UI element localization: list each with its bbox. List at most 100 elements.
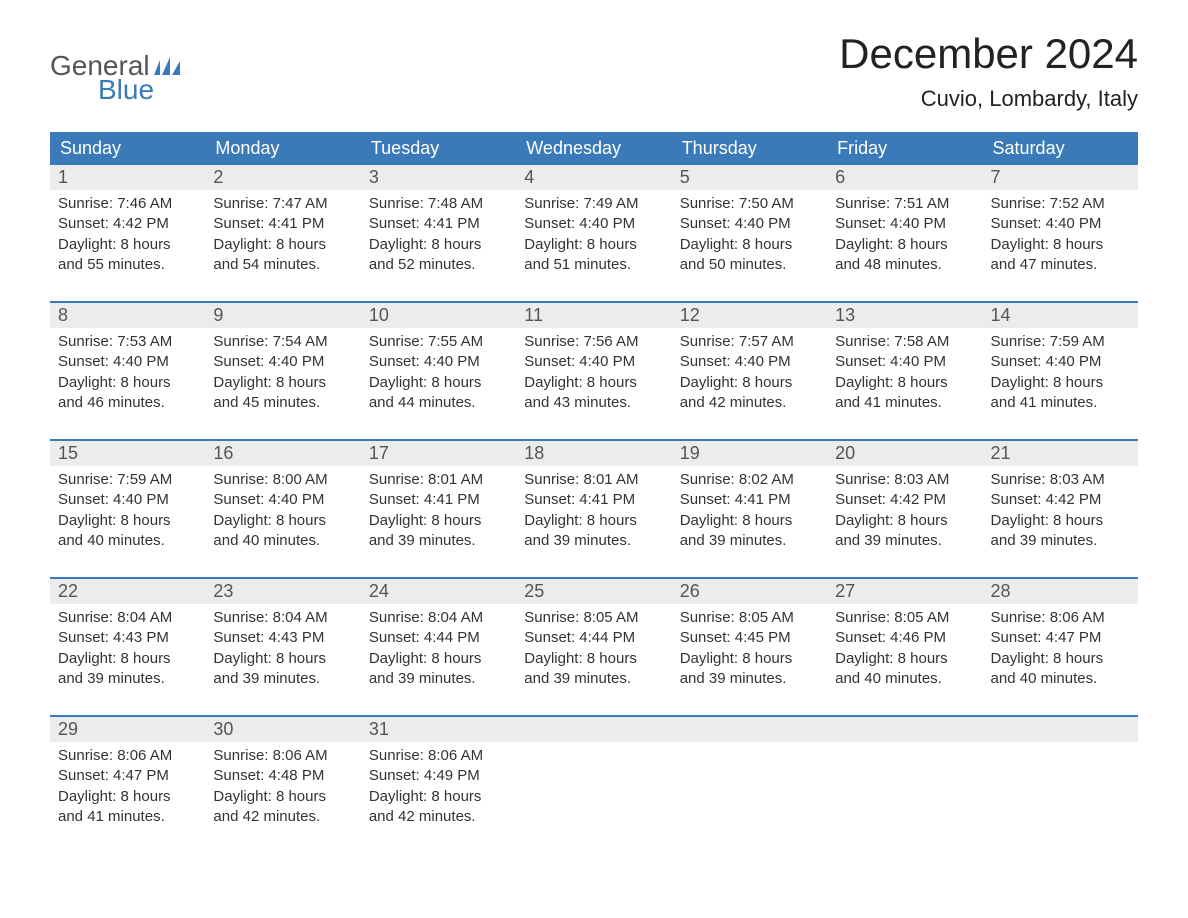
day-cell: 11Sunrise: 7:56 AMSunset: 4:40 PMDayligh…	[516, 303, 671, 423]
day-cell: 21Sunrise: 8:03 AMSunset: 4:42 PMDayligh…	[983, 441, 1138, 561]
day-number: 8	[50, 303, 205, 328]
week-row: 8Sunrise: 7:53 AMSunset: 4:40 PMDaylight…	[50, 301, 1138, 423]
day-cell: 6Sunrise: 7:51 AMSunset: 4:40 PMDaylight…	[827, 165, 982, 285]
daylight-line: Daylight: 8 hours and 44 minutes.	[369, 373, 508, 414]
day-header: Sunday	[50, 132, 205, 165]
sunrise-line: Sunrise: 7:52 AM	[991, 194, 1130, 214]
day-content: Sunrise: 7:57 AMSunset: 4:40 PMDaylight:…	[672, 328, 827, 423]
day-content: Sunrise: 7:54 AMSunset: 4:40 PMDaylight:…	[205, 328, 360, 423]
sunset-line: Sunset: 4:40 PM	[991, 352, 1130, 372]
day-number: 24	[361, 579, 516, 604]
sunset-line: Sunset: 4:40 PM	[58, 352, 197, 372]
day-content: Sunrise: 7:56 AMSunset: 4:40 PMDaylight:…	[516, 328, 671, 423]
sunrise-line: Sunrise: 7:49 AM	[524, 194, 663, 214]
day-number-empty	[827, 717, 982, 742]
day-cell: 22Sunrise: 8:04 AMSunset: 4:43 PMDayligh…	[50, 579, 205, 699]
day-content: Sunrise: 7:59 AMSunset: 4:40 PMDaylight:…	[50, 466, 205, 561]
day-content: Sunrise: 8:05 AMSunset: 4:46 PMDaylight:…	[827, 604, 982, 699]
day-number: 3	[361, 165, 516, 190]
daylight-line: Daylight: 8 hours and 39 minutes.	[991, 511, 1130, 552]
day-cell	[983, 717, 1138, 837]
location: Cuvio, Lombardy, Italy	[839, 86, 1138, 112]
sunset-line: Sunset: 4:40 PM	[835, 352, 974, 372]
sunset-line: Sunset: 4:40 PM	[58, 490, 197, 510]
sunrise-line: Sunrise: 7:47 AM	[213, 194, 352, 214]
sunrise-line: Sunrise: 8:06 AM	[991, 608, 1130, 628]
sunset-line: Sunset: 4:41 PM	[680, 490, 819, 510]
day-cell: 23Sunrise: 8:04 AMSunset: 4:43 PMDayligh…	[205, 579, 360, 699]
day-cell: 5Sunrise: 7:50 AMSunset: 4:40 PMDaylight…	[672, 165, 827, 285]
day-content: Sunrise: 8:01 AMSunset: 4:41 PMDaylight:…	[516, 466, 671, 561]
day-number: 15	[50, 441, 205, 466]
sunset-line: Sunset: 4:40 PM	[524, 214, 663, 234]
week-row: 22Sunrise: 8:04 AMSunset: 4:43 PMDayligh…	[50, 577, 1138, 699]
daylight-line: Daylight: 8 hours and 52 minutes.	[369, 235, 508, 276]
daylight-line: Daylight: 8 hours and 42 minutes.	[213, 787, 352, 828]
daylight-line: Daylight: 8 hours and 39 minutes.	[524, 649, 663, 690]
sunrise-line: Sunrise: 7:51 AM	[835, 194, 974, 214]
sunrise-line: Sunrise: 7:48 AM	[369, 194, 508, 214]
day-cell: 31Sunrise: 8:06 AMSunset: 4:49 PMDayligh…	[361, 717, 516, 837]
day-content: Sunrise: 7:47 AMSunset: 4:41 PMDaylight:…	[205, 190, 360, 285]
sunset-line: Sunset: 4:49 PM	[369, 766, 508, 786]
day-cell: 8Sunrise: 7:53 AMSunset: 4:40 PMDaylight…	[50, 303, 205, 423]
logo-text-blue: Blue	[98, 74, 180, 106]
sunset-line: Sunset: 4:46 PM	[835, 628, 974, 648]
day-content: Sunrise: 8:01 AMSunset: 4:41 PMDaylight:…	[361, 466, 516, 561]
day-cell: 4Sunrise: 7:49 AMSunset: 4:40 PMDaylight…	[516, 165, 671, 285]
week-row: 15Sunrise: 7:59 AMSunset: 4:40 PMDayligh…	[50, 439, 1138, 561]
day-header: Monday	[205, 132, 360, 165]
day-content: Sunrise: 8:06 AMSunset: 4:48 PMDaylight:…	[205, 742, 360, 837]
day-number: 26	[672, 579, 827, 604]
day-number-empty	[516, 717, 671, 742]
day-content: Sunrise: 8:06 AMSunset: 4:47 PMDaylight:…	[50, 742, 205, 837]
day-number: 7	[983, 165, 1138, 190]
day-number: 14	[983, 303, 1138, 328]
day-content: Sunrise: 7:53 AMSunset: 4:40 PMDaylight:…	[50, 328, 205, 423]
daylight-line: Daylight: 8 hours and 40 minutes.	[835, 649, 974, 690]
day-number: 21	[983, 441, 1138, 466]
day-content: Sunrise: 7:59 AMSunset: 4:40 PMDaylight:…	[983, 328, 1138, 423]
sunset-line: Sunset: 4:47 PM	[58, 766, 197, 786]
sunrise-line: Sunrise: 7:59 AM	[58, 470, 197, 490]
sunset-line: Sunset: 4:43 PM	[213, 628, 352, 648]
day-content: Sunrise: 8:04 AMSunset: 4:43 PMDaylight:…	[205, 604, 360, 699]
day-content: Sunrise: 7:58 AMSunset: 4:40 PMDaylight:…	[827, 328, 982, 423]
daylight-line: Daylight: 8 hours and 45 minutes.	[213, 373, 352, 414]
day-headers-row: Sunday Monday Tuesday Wednesday Thursday…	[50, 132, 1138, 165]
day-cell: 2Sunrise: 7:47 AMSunset: 4:41 PMDaylight…	[205, 165, 360, 285]
day-content: Sunrise: 8:03 AMSunset: 4:42 PMDaylight:…	[827, 466, 982, 561]
day-cell: 24Sunrise: 8:04 AMSunset: 4:44 PMDayligh…	[361, 579, 516, 699]
sunset-line: Sunset: 4:40 PM	[524, 352, 663, 372]
sunset-line: Sunset: 4:41 PM	[524, 490, 663, 510]
sunrise-line: Sunrise: 7:50 AM	[680, 194, 819, 214]
day-content: Sunrise: 7:55 AMSunset: 4:40 PMDaylight:…	[361, 328, 516, 423]
daylight-line: Daylight: 8 hours and 42 minutes.	[369, 787, 508, 828]
sunrise-line: Sunrise: 8:04 AM	[58, 608, 197, 628]
day-number: 10	[361, 303, 516, 328]
day-cell	[516, 717, 671, 837]
sunset-line: Sunset: 4:43 PM	[58, 628, 197, 648]
day-number: 17	[361, 441, 516, 466]
day-header: Thursday	[672, 132, 827, 165]
day-cell: 10Sunrise: 7:55 AMSunset: 4:40 PMDayligh…	[361, 303, 516, 423]
day-content: Sunrise: 8:04 AMSunset: 4:44 PMDaylight:…	[361, 604, 516, 699]
day-number: 22	[50, 579, 205, 604]
daylight-line: Daylight: 8 hours and 50 minutes.	[680, 235, 819, 276]
day-cell	[827, 717, 982, 837]
sunset-line: Sunset: 4:40 PM	[835, 214, 974, 234]
sunrise-line: Sunrise: 8:03 AM	[835, 470, 974, 490]
sunset-line: Sunset: 4:42 PM	[58, 214, 197, 234]
daylight-line: Daylight: 8 hours and 39 minutes.	[524, 511, 663, 552]
sunrise-line: Sunrise: 8:01 AM	[369, 470, 508, 490]
sunrise-line: Sunrise: 8:04 AM	[369, 608, 508, 628]
calendar: Sunday Monday Tuesday Wednesday Thursday…	[50, 132, 1138, 837]
day-content: Sunrise: 7:50 AMSunset: 4:40 PMDaylight:…	[672, 190, 827, 285]
sunrise-line: Sunrise: 7:57 AM	[680, 332, 819, 352]
day-content: Sunrise: 8:05 AMSunset: 4:44 PMDaylight:…	[516, 604, 671, 699]
daylight-line: Daylight: 8 hours and 40 minutes.	[58, 511, 197, 552]
daylight-line: Daylight: 8 hours and 55 minutes.	[58, 235, 197, 276]
sunrise-line: Sunrise: 7:55 AM	[369, 332, 508, 352]
daylight-line: Daylight: 8 hours and 42 minutes.	[680, 373, 819, 414]
month-title: December 2024	[839, 30, 1138, 78]
